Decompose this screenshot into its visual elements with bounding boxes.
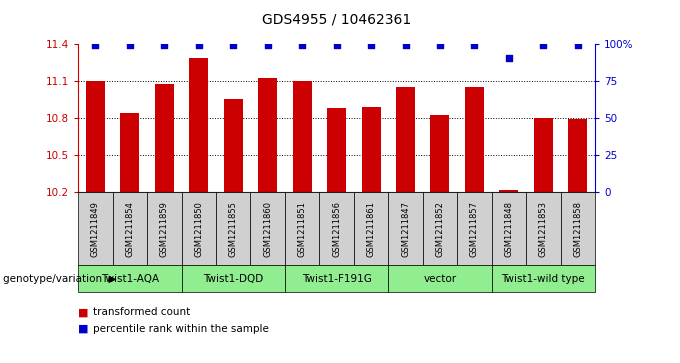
Bar	[258, 78, 277, 192]
Text: Twist1-AQA: Twist1-AQA	[101, 274, 159, 284]
Bar	[120, 113, 139, 192]
Bar	[499, 190, 518, 192]
Text: vector: vector	[424, 274, 456, 284]
Bar	[430, 115, 449, 192]
Text: GSM1211855: GSM1211855	[228, 201, 238, 257]
Text: GSM1211859: GSM1211859	[160, 201, 169, 257]
Point	[538, 42, 549, 48]
Text: ■: ■	[78, 323, 88, 334]
Text: GSM1211847: GSM1211847	[401, 201, 410, 257]
Text: GSM1211848: GSM1211848	[505, 201, 513, 257]
Text: GSM1211852: GSM1211852	[435, 201, 445, 257]
Text: GSM1211851: GSM1211851	[298, 201, 307, 257]
Text: GSM1211857: GSM1211857	[470, 201, 479, 257]
Text: Twist1-DQD: Twist1-DQD	[203, 274, 263, 284]
Bar	[465, 87, 484, 192]
Bar	[86, 81, 105, 192]
Point	[159, 42, 170, 48]
Bar	[327, 108, 346, 192]
Text: GSM1211858: GSM1211858	[573, 201, 582, 257]
Text: GSM1211856: GSM1211856	[332, 201, 341, 257]
Bar	[362, 107, 381, 192]
Point	[228, 42, 239, 48]
Bar	[396, 87, 415, 192]
Text: Twist1-wild type: Twist1-wild type	[502, 274, 585, 284]
Point	[366, 42, 377, 48]
Bar	[568, 119, 588, 192]
Point	[573, 42, 583, 48]
Point	[90, 42, 101, 48]
Bar	[292, 81, 311, 192]
Text: Twist1-F191G: Twist1-F191G	[302, 274, 371, 284]
Text: ■: ■	[78, 307, 88, 317]
Text: genotype/variation  ▶: genotype/variation ▶	[3, 274, 117, 284]
Text: GSM1211860: GSM1211860	[263, 201, 272, 257]
Point	[331, 42, 342, 48]
Point	[400, 42, 411, 48]
Text: GSM1211861: GSM1211861	[367, 201, 375, 257]
Point	[193, 42, 204, 48]
Point	[435, 42, 445, 48]
Text: GSM1211850: GSM1211850	[194, 201, 203, 257]
Text: percentile rank within the sample: percentile rank within the sample	[93, 323, 269, 334]
Text: transformed count: transformed count	[93, 307, 190, 317]
Text: GSM1211853: GSM1211853	[539, 201, 548, 257]
Point	[296, 42, 307, 48]
Text: GSM1211854: GSM1211854	[125, 201, 135, 257]
Text: GSM1211849: GSM1211849	[91, 201, 100, 257]
Bar	[224, 99, 243, 192]
Bar	[189, 58, 208, 192]
Text: GDS4955 / 10462361: GDS4955 / 10462361	[262, 13, 411, 27]
Point	[124, 42, 135, 48]
Bar	[534, 118, 553, 192]
Point	[262, 42, 273, 48]
Point	[469, 42, 480, 48]
Bar	[155, 85, 174, 192]
Point	[503, 56, 514, 61]
